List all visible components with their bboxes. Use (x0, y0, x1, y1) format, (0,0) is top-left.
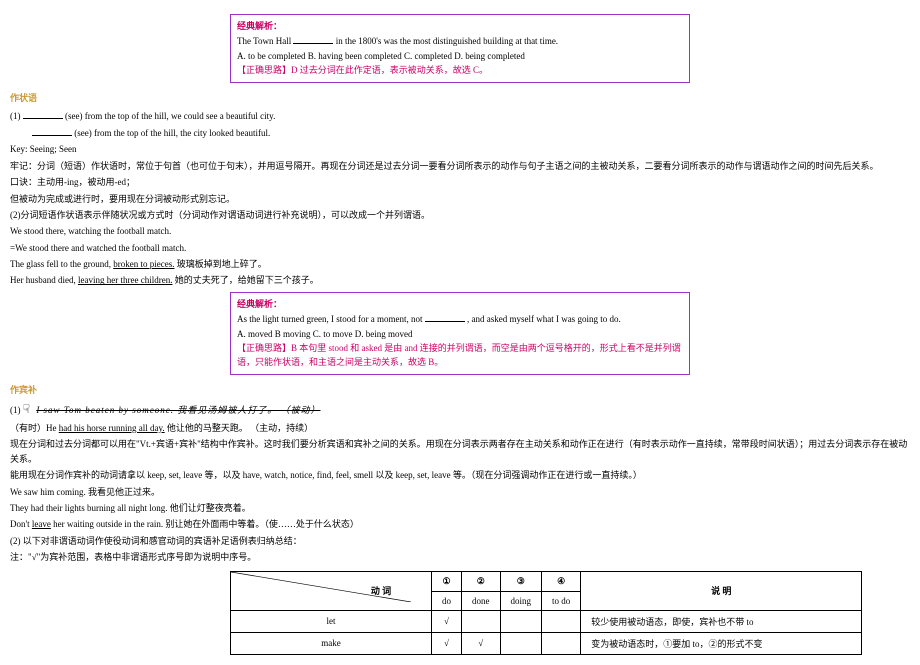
s2-ex3: Don't leave her waiting outside in the r… (10, 517, 910, 531)
box1-header: 经典解析： (237, 21, 282, 31)
box2-answer: 【正确思路】B 本句里 stood 和 asked 是由 and 连接的并列谓语… (237, 343, 681, 367)
box1-options: A. to be completed B. having been comple… (237, 51, 525, 61)
pointer-icon: ☟ (23, 402, 30, 416)
td-let: let (231, 610, 432, 632)
ex4c: 她的丈夫死了，给她留下三个孩子。 (172, 275, 318, 285)
ex1: We stood there, watching the football ma… (10, 224, 910, 238)
box1-answer: 【正确思路】D 过去分词在此作定语，表示被动关系，故选 C。 (237, 65, 488, 75)
key-line: Key: Seeing; Seen (10, 142, 910, 156)
th-verb-text: 动 词 (371, 586, 391, 596)
s2-note1b: had his horse running all day. (59, 423, 165, 433)
th-c2: ② (462, 571, 501, 591)
section-title-complement: 作宾补 (10, 383, 910, 396)
td-todo: to do (542, 591, 581, 610)
td-let-desc: 较少使用被动语态，即使，宾补也不带 to (581, 610, 862, 632)
td-empty (500, 610, 542, 632)
q-num: (1) (10, 405, 23, 415)
ex4: Her husband died, leaving her three chil… (10, 273, 910, 287)
box2-options: A. moved B moving C. to move D. being mo… (237, 329, 413, 339)
ex3a: The glass fell to the ground, (10, 259, 113, 269)
q1-line2: (see) from the top of the hill, the city… (10, 125, 910, 140)
note2: 口诀：主动用-ing，被动用-ed； (10, 175, 910, 189)
analysis-box-1: 经典解析： The Town Hall in the 1800's was th… (230, 14, 690, 83)
section-title-adverbial: 作状语 (10, 91, 910, 104)
blank (425, 311, 465, 322)
s2-ex3a: Don't (10, 519, 32, 529)
note3: 但被动为完成或进行时，要用现在分词被动形式别忘记。 (10, 192, 910, 206)
td-empty (542, 610, 581, 632)
table-row: let √ 较少使用被动语态，即使，宾补也不带 to (231, 610, 862, 632)
td-let-1: √ (432, 610, 462, 632)
ex4b: leaving her three children. (78, 275, 172, 285)
td-done: done (462, 591, 501, 610)
th-c3: ③ (500, 571, 542, 591)
th-c1: ① (432, 571, 462, 591)
box2-q-a: As the light turned green, I stood for a… (237, 314, 425, 324)
blank (23, 108, 63, 119)
ex4a: Her husband died, (10, 275, 78, 285)
ex2: =We stood there and watched the football… (10, 241, 910, 255)
s2-ex3b: leave (32, 519, 51, 529)
blank (32, 125, 72, 136)
hand-text: I saw Tom beaten by someone. 我看见汤姆被人打了。 … (36, 405, 320, 415)
box1-q-a: The Town Hall (237, 36, 293, 46)
s2-note4: 注："√"为宾补范围，表格中非谓语形式序号即为说明中序号。 (10, 550, 910, 564)
hand-line: (1) ☟ I saw Tom beaten by someone. 我看见汤姆… (10, 400, 910, 419)
td-do: do (432, 591, 462, 610)
q1-text2: (see) from the top of the hill, the city… (72, 128, 270, 138)
s2-note1: （有时）He had his horse running all day. 他让… (10, 421, 910, 435)
ex3c: 玻璃板掉到地上碎了。 (174, 259, 266, 269)
analysis-box-2: 经典解析： As the light turned green, I stood… (230, 292, 690, 375)
th-c4: ④ (542, 571, 581, 591)
box2-header: 经典解析： (237, 299, 282, 309)
box1-q-b: in the 1800's was the most distinguished… (333, 36, 558, 46)
th-desc: 说 明 (581, 571, 862, 610)
ex3: The glass fell to the ground, broken to … (10, 257, 910, 271)
td-empty (462, 610, 501, 632)
s2-note2: 现在分词和过去分词都可以用在"Vt.+宾语+宾补"结构中作宾补。这时我们要分析宾… (10, 437, 910, 466)
s2-q2: (2) 以下对非谓语动词作使役动词和感官动词的宾语补足语例表归纳总结： (10, 534, 910, 548)
s2-ex3c: her waiting outside in the rain. 别让她在外面雨… (51, 519, 359, 529)
grammar-table: 动 词 ① ② ③ ④ 说 明 do done doing to do let … (230, 571, 862, 655)
s2-ex2: They had their lights burning all night … (10, 501, 910, 515)
ex3b: broken to pieces. (113, 259, 174, 269)
blank (293, 33, 333, 44)
q1-prefix: (1) (10, 111, 23, 121)
table-header-row: 动 词 ① ② ③ ④ 说 明 (231, 571, 862, 591)
box2-q-b: , and asked myself what I was going to d… (465, 314, 621, 324)
q2: (2)分词短语作状语表示伴随状况或方式时（分词动作对谓语动词进行补充说明），可以… (10, 208, 910, 222)
note1: 牢记：分词（短语）作状语时，常位于句首（也可位于句末），并用逗号隔开。再现在分词… (10, 159, 910, 173)
th-verb: 动 词 (231, 571, 432, 610)
td-doing: doing (500, 591, 542, 610)
s2-ex1: We saw him coming. 我看见他正过来。 (10, 485, 910, 499)
q1-text1: (see) from the top of the hill, we could… (63, 111, 276, 121)
s2-note1a: （有时）He (10, 423, 59, 433)
s2-note1c: 他让他的马整天跑。 （主动，持续） (165, 423, 314, 433)
s2-note3: 能用现在分词作宾补的动词请拿以 keep, set, leave 等，以及 ha… (10, 468, 910, 482)
q1-line1: (1) (see) from the top of the hill, we c… (10, 108, 910, 123)
